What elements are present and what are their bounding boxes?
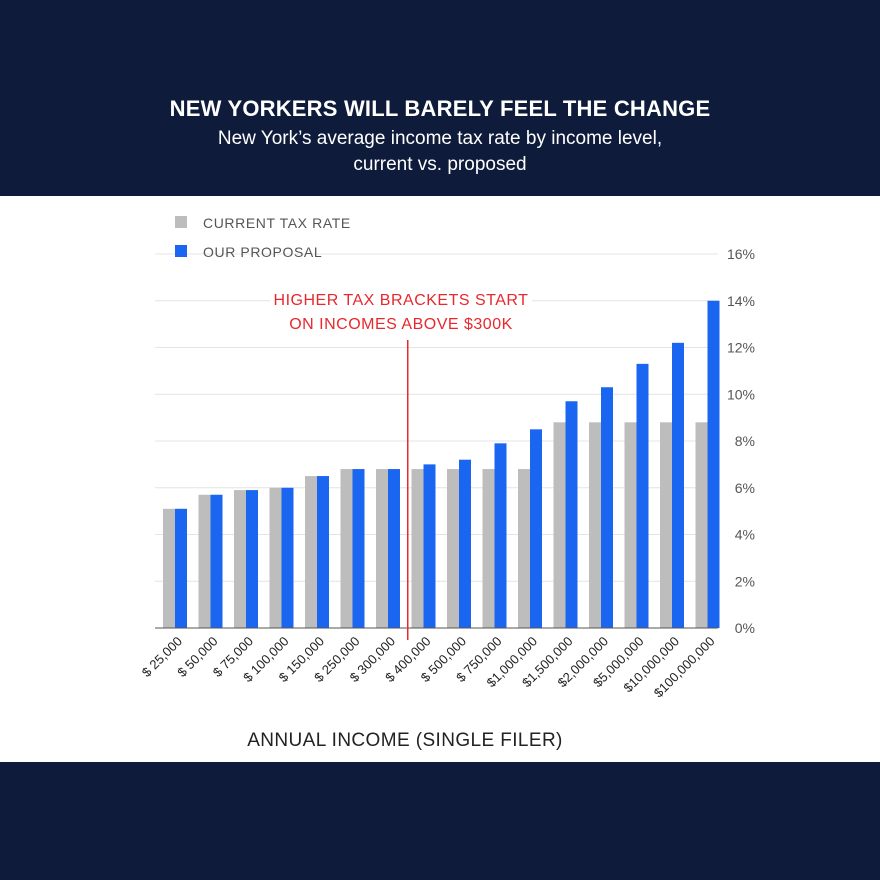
bar-proposal <box>423 464 436 628</box>
chart-title: NEW YORKERS WILL BARELY FEEL THE CHANGE <box>169 96 711 121</box>
y-tick-label: 12% <box>727 340 755 356</box>
footer <box>0 762 880 880</box>
bar-proposal <box>352 469 365 628</box>
bar-current <box>376 469 388 628</box>
legend-label-proposal: OUR PROPOSAL <box>203 244 322 260</box>
x-axis-ticks: $ 25,000$ 50,000$ 75,000$ 100,000$ 150,0… <box>139 634 718 701</box>
bar-chart: 0% 2% 4% 6% 8% 10% 12% 14% 16% $ 25,000$ 50,000$… <box>139 215 755 751</box>
bar-current <box>340 469 353 628</box>
y-tick-label: 4% <box>735 527 755 543</box>
bar-current <box>198 494 211 628</box>
bar-proposal <box>601 387 613 628</box>
legend-swatch-current <box>175 216 187 228</box>
y-axis-ticks: 0% 2% 4% 6% 8% 10% 12% 14% 16% <box>727 246 755 636</box>
bar-current <box>695 422 708 628</box>
x-axis-label: ANNUAL INCOME (SINGLE FILER) <box>247 730 563 751</box>
bar-current <box>624 422 637 628</box>
bar-proposal <box>210 494 223 628</box>
legend-label-current: CURRENT TAX RATE <box>203 215 351 231</box>
bars <box>163 300 720 628</box>
bar-current <box>660 422 672 628</box>
bar-current <box>411 469 424 628</box>
bar-current <box>553 422 566 628</box>
legend: CURRENT TAX RATE OUR PROPOSAL <box>175 215 351 260</box>
y-tick-label: 16% <box>727 246 755 262</box>
bar-proposal <box>281 487 294 628</box>
bar-current <box>447 469 459 628</box>
bar-proposal <box>246 490 258 628</box>
bar-current <box>482 469 495 628</box>
y-tick-label: 8% <box>735 433 755 449</box>
y-tick-label: 2% <box>735 573 755 589</box>
bar-proposal <box>459 459 471 628</box>
y-tick-label: 0% <box>735 620 755 636</box>
annotation-text-bg <box>270 286 532 338</box>
y-tick-label: 10% <box>727 386 755 402</box>
y-tick-label: 14% <box>727 293 755 309</box>
y-tick-label: 6% <box>735 480 755 496</box>
header: NEW YORKERS WILL BARELY FEEL THE CHANGE … <box>0 0 880 196</box>
bar-current <box>163 508 175 628</box>
bar-proposal <box>175 508 187 628</box>
chart-panel: 0% 2% 4% 6% 8% 10% 12% 14% 16% $ 25,000 $ 50,000 $… <box>0 196 880 762</box>
bar-proposal <box>565 401 578 628</box>
bar-proposal <box>530 429 542 628</box>
bar-proposal <box>388 469 400 628</box>
chart-subtitle: New York’s average income tax rate by in… <box>217 128 663 175</box>
bar-current <box>269 487 282 628</box>
legend-swatch-proposal <box>175 245 187 257</box>
bar-proposal <box>494 443 507 628</box>
bar-proposal <box>672 342 684 628</box>
bar-current <box>305 476 317 628</box>
bar-current <box>234 490 246 628</box>
bar-proposal <box>636 363 649 628</box>
bar-proposal <box>707 300 720 628</box>
annotation-line2: ON INCOMES ABOVE $300K <box>289 316 513 333</box>
bar-proposal <box>317 476 329 628</box>
bar-current <box>518 469 530 628</box>
bar-current <box>589 422 601 628</box>
annotation-line1: HIGHER TAX BRACKETS START <box>274 292 529 309</box>
